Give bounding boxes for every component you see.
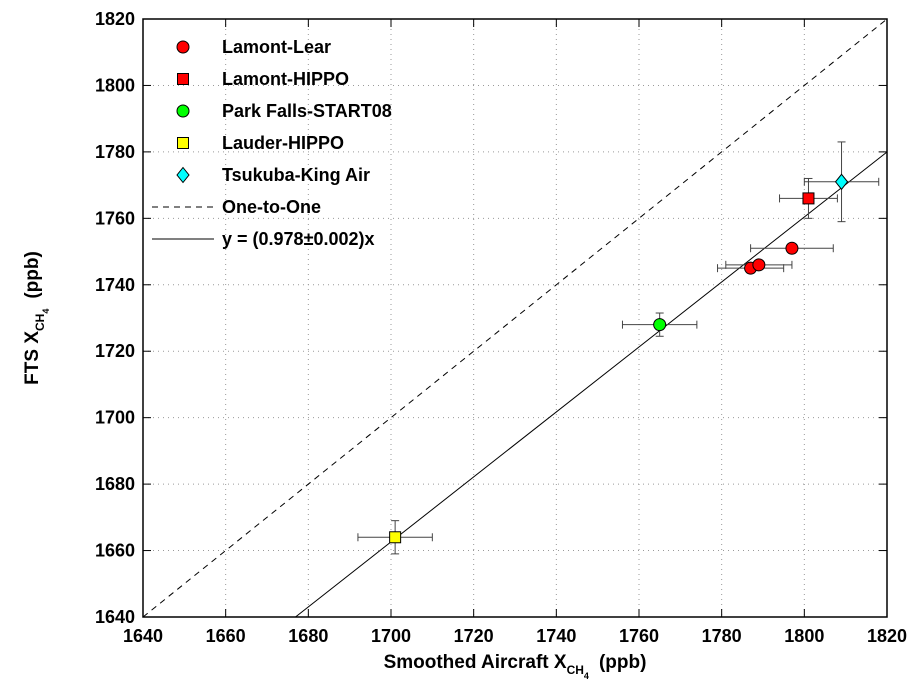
legend-label: Lamont-HIPPO — [222, 69, 349, 89]
y-tick-label: 1740 — [95, 275, 135, 295]
data-point — [653, 318, 667, 332]
data-point — [752, 258, 766, 272]
y-label-sub: CH — [33, 314, 47, 331]
legend-marker — [176, 104, 190, 118]
legend-marker — [177, 137, 189, 149]
y-tick-label: 1660 — [95, 541, 135, 561]
y-label-subsub: 4 — [41, 309, 51, 314]
x-tick-label: 1700 — [371, 626, 411, 646]
legend: Lamont-Lear Lamont-HIPPO Park Falls-START0… — [152, 37, 392, 249]
x-tick-label: 1740 — [536, 626, 576, 646]
data-point — [785, 241, 799, 255]
legend-marker — [176, 166, 190, 184]
one-to-one-line — [142, 18, 888, 618]
x-tick-label: 1660 — [206, 626, 246, 646]
x-tick-label: 1640 — [123, 626, 163, 646]
y-axis-label-group: FTS XCH4(ppb) — [22, 251, 51, 385]
plot-frame — [142, 18, 888, 618]
error-bars — [357, 141, 880, 555]
x-tick-label: 1800 — [784, 626, 824, 646]
y-tick-label: 1780 — [95, 142, 135, 162]
legend-label: Lamont-Lear — [222, 37, 331, 57]
x-label-suffix: (ppb) — [599, 652, 646, 673]
legend-label: Lauder-HIPPO — [222, 133, 344, 153]
y-label-suffix: (ppb) — [22, 251, 43, 298]
data-point — [834, 173, 849, 191]
y-tick-label: 1820 — [95, 9, 135, 29]
x-label-sub: CH — [567, 663, 584, 677]
y-axis-label: FTS XCH4(ppb) — [22, 251, 51, 385]
fit-line — [295, 151, 888, 618]
legend-label: Tsukuba-King Air — [222, 165, 370, 185]
data-point — [802, 192, 815, 205]
x-label-subsub: 4 — [584, 671, 589, 681]
x-axis-label: Smoothed Aircraft XCH4(ppb) — [384, 652, 647, 681]
y-tick-label: 1640 — [95, 607, 135, 627]
y-tick-label: 1720 — [95, 341, 135, 361]
y-tick-label: 1700 — [95, 408, 135, 428]
legend-label: y = (0.978±0.002)x — [222, 229, 375, 249]
axis-ticks: 1640 1660 1680 1700 1720 1740 1760 1780 1800 1820… — [95, 9, 907, 646]
x-tick-label: 1720 — [454, 626, 494, 646]
data-points — [389, 173, 849, 544]
y-tick-label: 1800 — [95, 75, 135, 95]
y-tick-label: 1760 — [95, 208, 135, 228]
x-tick-label: 1760 — [619, 626, 659, 646]
legend-label: Park Falls-START08 — [222, 101, 392, 121]
y-tick-label: 1680 — [95, 474, 135, 494]
x-tick-label: 1780 — [702, 626, 742, 646]
x-tick-label: 1680 — [288, 626, 328, 646]
grid — [143, 19, 887, 617]
legend-marker — [177, 73, 189, 85]
legend-label: One-to-One — [222, 197, 321, 217]
data-point — [389, 531, 402, 544]
x-tick-label: 1820 — [867, 626, 907, 646]
legend-marker — [176, 40, 190, 54]
